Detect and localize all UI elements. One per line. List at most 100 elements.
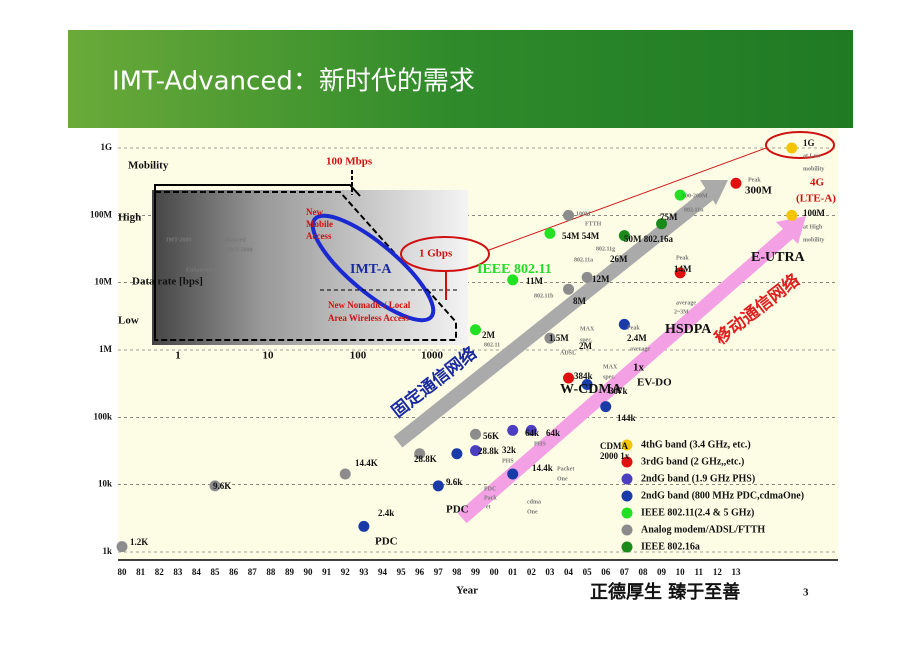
annotation: average [630,346,650,352]
x-tick-label: 85 [211,567,221,577]
annotation: 26M [610,254,628,264]
data-point [581,379,593,391]
inset-label: Enhancement [186,267,221,273]
data-point [451,448,463,460]
annotation: 14.4k [532,463,553,473]
x-tick-label: 95 [397,567,407,577]
inset-label: 100 Mbps [326,156,373,168]
annotation: Peak [627,325,640,331]
annotation: 14M [674,264,692,274]
x-tick-label: 97 [434,567,444,577]
annotation: MAX [603,364,618,370]
inset-label: New [306,207,323,217]
x-tick-label: 89 [285,567,295,577]
connector-line [488,147,767,251]
annotation: 300M [745,185,773,197]
annotation: 802.11b [534,293,554,299]
annotation: 4G [810,177,825,189]
slide-title: IMT-Advanced：新时代的需求 [112,67,475,97]
x-tick-label: 03 [545,567,555,577]
annotation: 1G [803,138,815,148]
legend-marker [621,541,633,553]
data-point [563,283,575,295]
annotation: IEEE 802.11 [477,262,552,277]
annotation: 32k [502,445,516,455]
x-tick-label: 12 [713,567,723,577]
x-tick-label: 92 [341,567,351,577]
inset-x-tick: 1000 [421,350,444,362]
inset-label: Enhanced [220,237,246,243]
inset-axes [154,184,361,340]
annotation: Peak [676,255,689,261]
annotation: 802.11g [596,246,615,252]
annotation: E-UTRA [751,250,806,265]
legend-marker [621,439,633,451]
annotation: HSDPA [665,322,712,337]
x-tick-label: 05 [583,567,593,577]
data-point [786,209,798,221]
annotation: PDC [446,504,469,516]
x-tick-label: 07 [620,567,630,577]
legend-marker [621,524,633,536]
data-point [470,428,481,440]
y-tick-label: 1k [102,546,112,556]
annotation: 802.11a [574,257,593,263]
annotation: 1.2K [130,537,148,547]
data-point [786,142,798,154]
data-point [525,424,537,436]
legend-label: Analog modem/ADSL/FTTH [641,524,765,535]
annotation: 384k [574,371,593,381]
inset-label: High [118,212,141,224]
x-tick-label: 94 [378,567,388,577]
data-point [507,424,519,436]
y-tick-label: 1G [100,142,112,152]
y-tick-label: 100k [93,411,112,421]
annotation: (LTE-A) [796,193,836,205]
annotation: 2~3M [674,309,689,315]
motto: 正德厚生 臻于至善 [590,581,740,603]
annotation: 2M [579,341,593,351]
inset-label: New Nomadic / Local [328,300,411,310]
legend-marker [621,473,633,485]
data-point [674,267,686,279]
annotation: W-CDMA [560,382,623,397]
annotation: 1.5M [549,333,569,343]
x-tick-label: 06 [601,567,611,577]
x-tick-label: 80 [118,567,128,577]
y-tick-label: 10k [98,479,112,489]
data-point [618,230,630,242]
inset-label: Mobile [306,219,333,229]
data-point [414,448,426,460]
inset-label: Low [118,315,139,327]
annotation: 28.8K [414,454,437,464]
x-tick-label: 88 [266,567,276,577]
inset-x-tick: 100 [350,350,367,362]
inset-label: Access [306,231,332,241]
annotation: 14.4K [355,458,378,468]
annotation: 11M [526,276,544,286]
annotation: mobility [803,237,824,243]
annotation: CDMA [600,441,628,451]
data-point [730,177,742,189]
annotation: PDC [375,536,398,548]
data-point [544,332,556,344]
annotation: 50M 802.16a [624,234,673,244]
annotation: 100M [803,208,826,218]
annotation: Peak [748,177,761,183]
data-point [358,520,370,532]
y-tick-label: 1M [99,344,113,354]
x-tick-label: 81 [136,567,146,577]
annotation: One [527,509,538,515]
x-tick-label: 99 [471,567,481,577]
annotation: 9.6k [446,477,462,487]
x-tick-label: 90 [304,567,314,577]
annotation: PDC [484,486,496,492]
data-point [507,274,519,286]
x-tick-label: 10 [676,567,686,577]
x-tick-label: 09 [657,567,667,577]
inset-label: IMT-2000 [227,247,252,253]
fixed-arrow [393,186,717,448]
data-point [507,468,519,480]
annotation: 2000 1x [600,451,630,461]
data-point [544,227,556,239]
